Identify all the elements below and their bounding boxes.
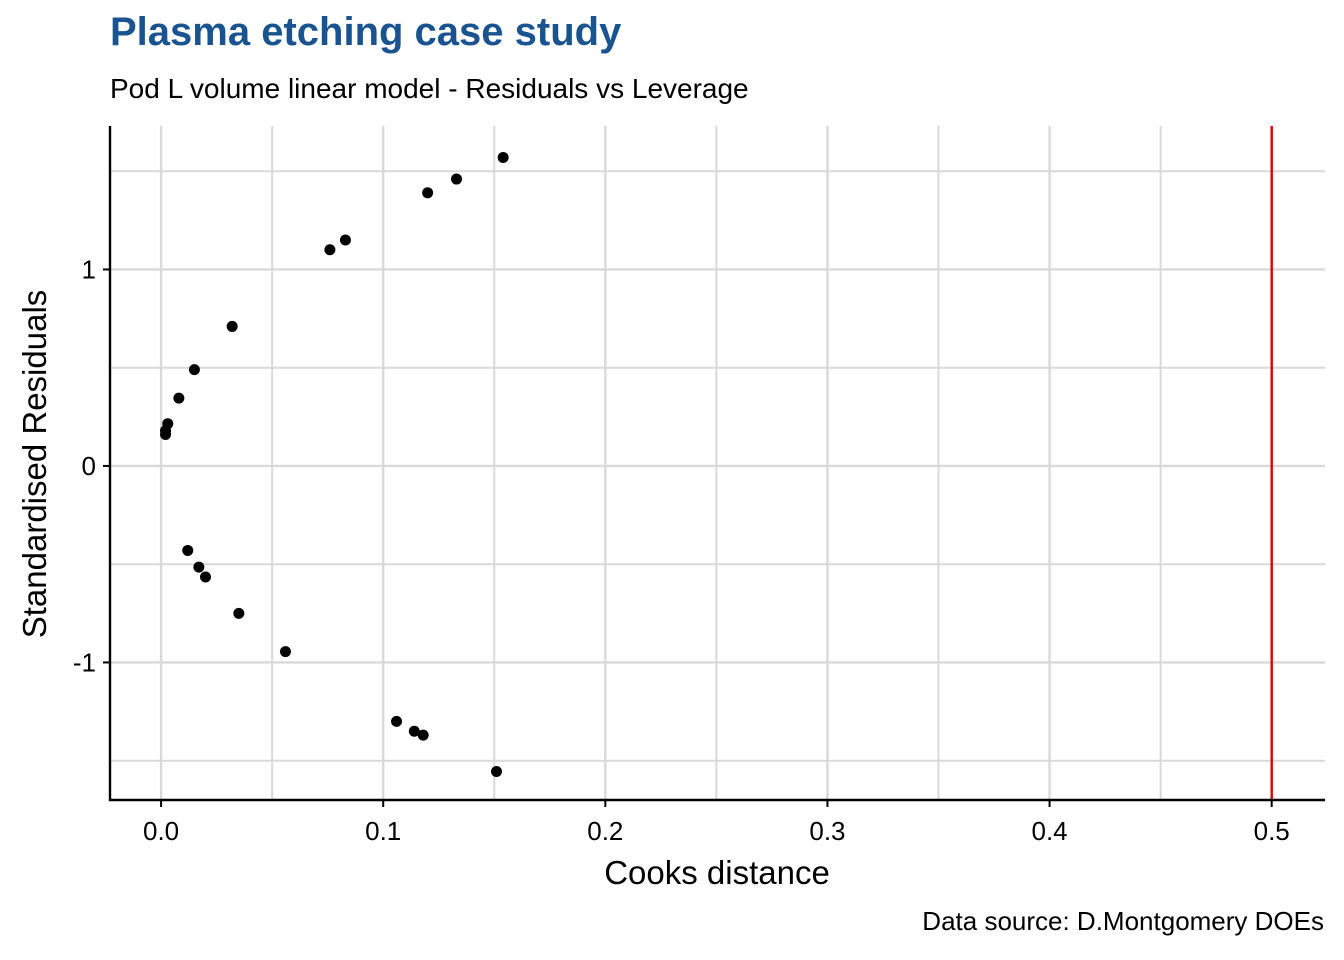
data-point (226, 320, 238, 332)
data-point (173, 392, 185, 404)
x-tick-label: 0.2 (587, 816, 623, 846)
y-axis-title: Standardised Residuals (16, 290, 53, 639)
x-axis-title: Cooks distance (604, 854, 830, 891)
y-tick-label: -1 (73, 647, 96, 677)
data-point (188, 364, 200, 376)
x-tick-label: 0.1 (365, 816, 401, 846)
data-point (490, 766, 502, 778)
y-tick-label: 1 (82, 254, 96, 284)
gridlines (110, 126, 1325, 800)
data-point (324, 244, 336, 256)
data-point (233, 607, 245, 619)
data-point (451, 173, 463, 185)
data-point (408, 725, 420, 737)
data-point (391, 715, 403, 727)
x-tick-label: 0.5 (1254, 816, 1290, 846)
data-point (497, 151, 509, 163)
x-tick-label: 0.4 (1031, 816, 1067, 846)
data-points (160, 151, 509, 778)
axes (103, 126, 1325, 807)
x-tick-label: 0.3 (809, 816, 845, 846)
data-point (182, 544, 194, 556)
chart-title: Plasma etching case study (110, 10, 622, 54)
chart-caption: Data source: D.Montgomery DOEs (922, 906, 1324, 936)
data-point (193, 561, 205, 573)
chart-subtitle: Pod L volume linear model - Residuals vs… (110, 73, 749, 104)
data-point (339, 234, 351, 246)
x-tick-label: 0.0 (143, 816, 179, 846)
data-point (160, 429, 172, 441)
y-tick-label: 0 (82, 451, 96, 481)
data-point (417, 729, 429, 741)
data-point (422, 187, 434, 199)
data-point (279, 646, 291, 658)
tick-labels: 0.0 0.1 0.2 0.3 0.4 0.5 -1 0 1 (73, 254, 1290, 846)
data-point (200, 571, 212, 583)
